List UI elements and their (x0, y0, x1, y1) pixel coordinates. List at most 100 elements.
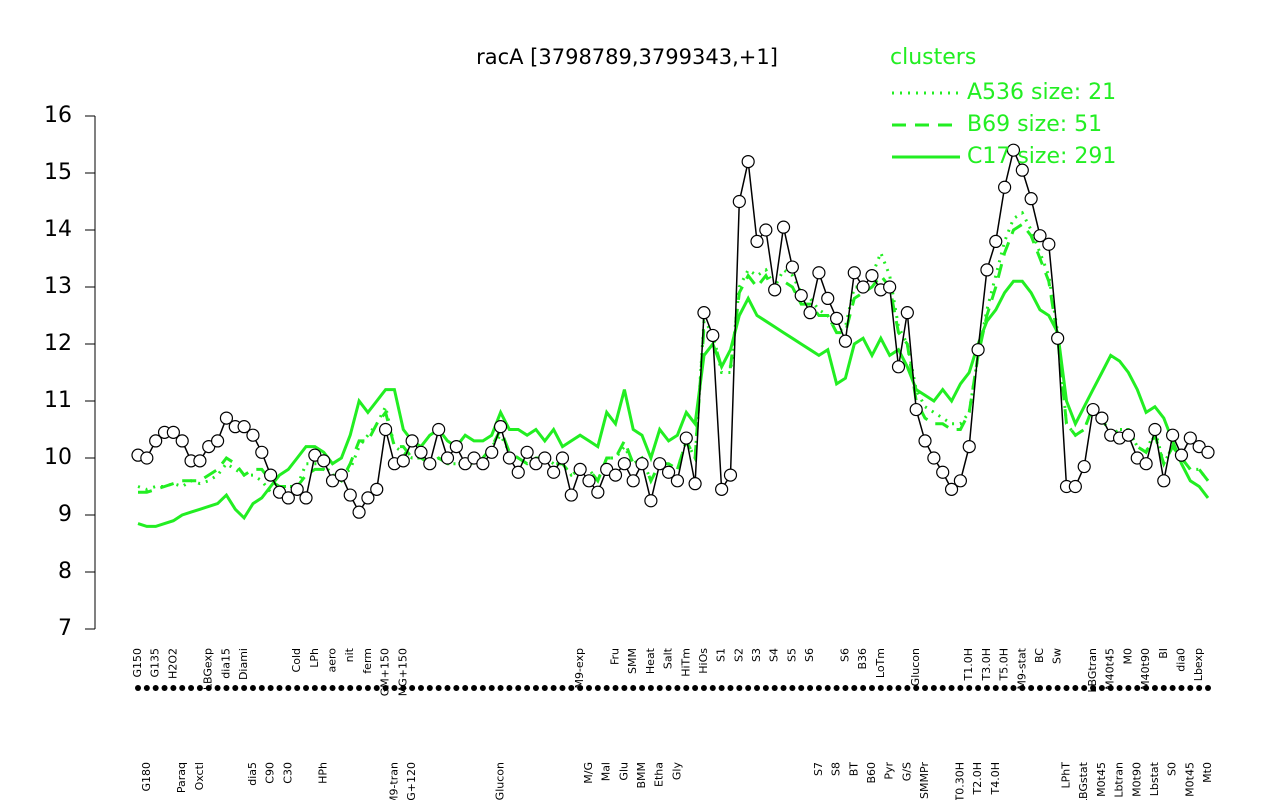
cluster-line (138, 222, 1210, 494)
x-tick-label: Pyr (883, 762, 896, 780)
data-point (210, 434, 225, 448)
data-point (679, 431, 693, 445)
rug-point (1045, 685, 1052, 691)
x-tick-label: M40t45 (1104, 648, 1117, 690)
rug-point (868, 685, 875, 691)
y-tick-label: 9 (58, 502, 72, 527)
cluster-line (137, 279, 1210, 528)
rug-point (373, 685, 380, 691)
x-tick-label: M9-tran (387, 762, 400, 800)
x-tick-label: LoTm (874, 648, 887, 678)
data-point (741, 155, 755, 169)
y-tick-label: 8 (58, 559, 72, 584)
data-point (511, 465, 525, 479)
data-point (352, 505, 366, 519)
rug-point (364, 685, 371, 691)
rug-point (479, 685, 486, 691)
data-point (776, 220, 791, 234)
data-point (635, 457, 649, 471)
data-point (476, 457, 490, 471)
rug-point (975, 685, 982, 691)
rug-point (1090, 685, 1097, 691)
rug-point (400, 685, 407, 691)
x-tick-label: T0.30H (953, 762, 966, 800)
data-point (1086, 402, 1100, 417)
rug-point (391, 685, 398, 691)
x-tick-label: S4 (768, 648, 781, 662)
rug-point (488, 685, 495, 691)
rug-point (1028, 685, 1035, 691)
rug-point (417, 685, 424, 691)
x-tick-label: T4.0H (989, 762, 1002, 795)
rug-point (188, 685, 195, 691)
x-tick-label: S1 (715, 648, 728, 662)
rug-point (807, 685, 814, 691)
rug-point (223, 685, 230, 691)
rug-point (983, 685, 990, 691)
rug-point (948, 685, 955, 691)
x-tick-label: S7 (812, 762, 825, 776)
rug-point (630, 685, 637, 691)
data-point (219, 411, 234, 425)
rug-point (1178, 685, 1185, 691)
data-point (1139, 457, 1153, 471)
rug-point (718, 685, 725, 691)
data-point (883, 280, 897, 294)
data-point (847, 266, 861, 280)
rug-point (356, 685, 363, 691)
data-point (440, 451, 455, 465)
rug-point (577, 685, 584, 691)
rug-point (453, 685, 460, 691)
data-point (432, 422, 446, 437)
x-tick-label: MG+120 (405, 762, 418, 800)
rug-point (1036, 685, 1043, 691)
x-tick-label: Lbexp (1192, 648, 1205, 681)
x-tick-label: C90 (264, 762, 277, 784)
data-point (555, 451, 570, 465)
rug-point (656, 685, 663, 691)
x-tick-label: BT (847, 762, 860, 777)
rug-point (294, 685, 301, 691)
y-tick-label: 12 (44, 331, 72, 356)
data-point (856, 280, 870, 294)
x-tick-label: Heat (644, 647, 657, 674)
rug-point (426, 685, 433, 691)
y-tick-label: 16 (44, 103, 72, 128)
x-tick-label: Lbtran (1113, 762, 1126, 798)
x-tick-label: Oxctl (193, 762, 206, 790)
x-tick-label: dia15 (219, 648, 232, 679)
rug-point (939, 685, 946, 691)
x-tick-label: T2.0H (971, 762, 984, 795)
data-point (414, 445, 428, 459)
x-tick-label: Sw (1051, 648, 1064, 664)
data-point (821, 291, 835, 305)
y-tick-label: 14 (44, 217, 72, 242)
x-tick-label: BMM (635, 762, 648, 789)
rug-point (541, 685, 548, 691)
x-tick-label: Glu (617, 762, 630, 781)
data-point (1068, 479, 1082, 494)
rug-point (232, 685, 239, 691)
rug-point (214, 685, 221, 691)
rug-point (241, 685, 248, 691)
y-tick-label: 15 (44, 160, 72, 185)
data-point (865, 269, 879, 283)
data-point (1042, 237, 1056, 251)
data-point (423, 457, 437, 471)
rug-point (1116, 685, 1123, 691)
data-point (166, 425, 180, 439)
x-tick-label: Gly (670, 762, 683, 781)
y-tick-label: 10 (44, 445, 72, 470)
rug-point (603, 685, 610, 691)
data-point (936, 465, 950, 479)
x-tick-label: G/S (900, 762, 913, 781)
rug-point (135, 685, 141, 691)
rug-point (497, 685, 504, 691)
x-tick-label: GM+150 (379, 648, 392, 696)
rug-point (462, 685, 469, 691)
rug-point (1143, 685, 1150, 691)
data-point (1033, 229, 1047, 243)
data-point (237, 420, 251, 434)
x-tick-label: Cold (290, 648, 303, 672)
x-tick-label: LPh (308, 648, 321, 668)
